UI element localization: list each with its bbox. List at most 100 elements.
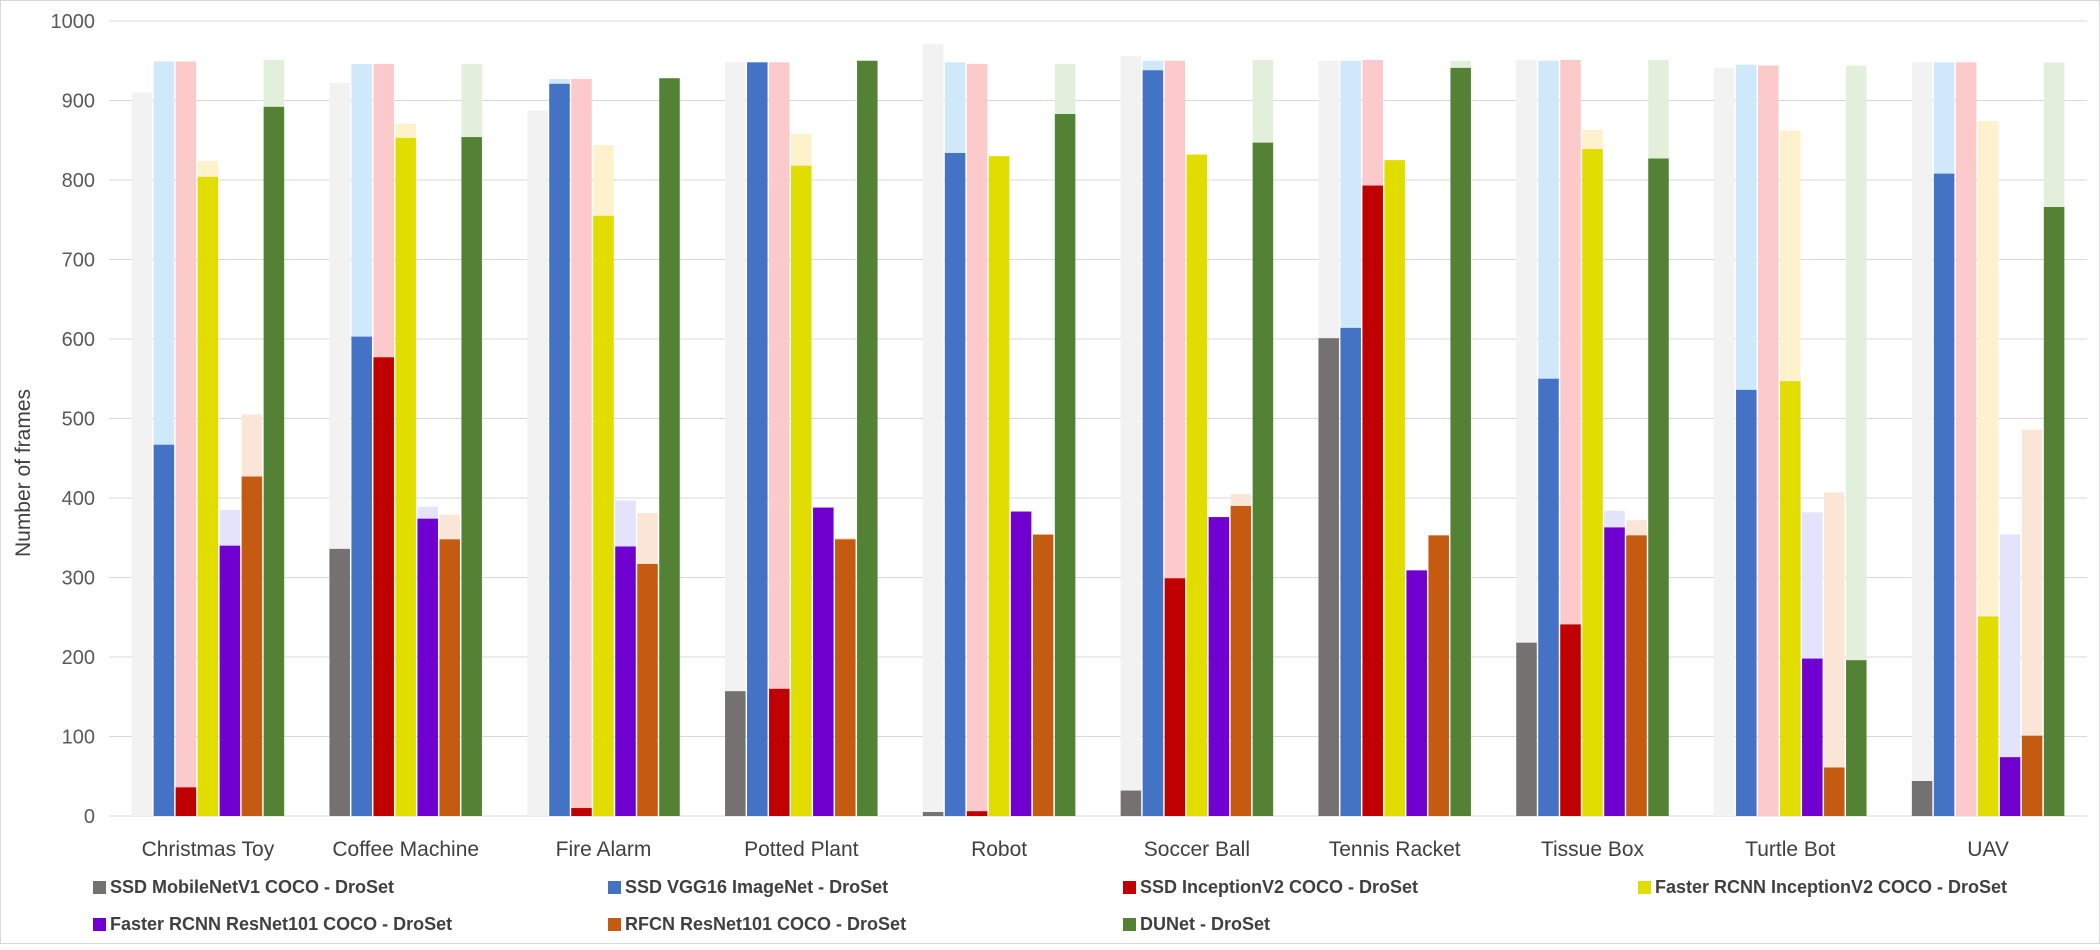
category-labels: Christmas Toy Coffee Machine Fire Alarm Pot…: [142, 838, 2009, 861]
bar: [1164, 578, 1186, 816]
bar: [615, 546, 636, 816]
bar-total: [527, 110, 548, 816]
bar: [1802, 658, 1823, 816]
bar: [725, 691, 746, 816]
y-tick-labels: 0 100 200 300 400 500 600 700 800 900 1000: [51, 11, 96, 828]
category-label: Coffee Machine: [332, 838, 479, 861]
y-tick-label: 500: [62, 409, 95, 431]
bar: [1824, 767, 1845, 816]
bar-total: [1120, 55, 1142, 817]
category-label: Christmas Toy: [142, 838, 275, 861]
y-tick-label: 400: [62, 488, 95, 510]
bar: [1208, 517, 1230, 816]
bar: [417, 518, 438, 816]
bar: [769, 688, 790, 816]
bar: [175, 787, 197, 816]
y-axis-title: Number of frames: [12, 389, 35, 557]
bar: [1032, 534, 1054, 816]
category-label: Tissue Box: [1541, 838, 1645, 861]
bar: [1560, 624, 1581, 816]
bar-total: [725, 62, 746, 816]
bar: [593, 215, 614, 816]
bar: [1010, 511, 1032, 816]
legend-swatch: [93, 881, 106, 894]
bar: [944, 152, 966, 817]
legend-swatch: [608, 881, 621, 894]
bar: [549, 83, 570, 817]
bar: [1340, 327, 1361, 816]
bar: [1933, 173, 1955, 816]
legend-swatch: [1123, 918, 1136, 931]
bar: [1054, 114, 1076, 816]
bar: [857, 60, 878, 816]
bar: [1780, 381, 1801, 816]
legend-item: Faster RCNN ResNet101 COCO - DroSet: [93, 914, 452, 934]
bar-total: [2021, 429, 2043, 816]
bar: [219, 545, 241, 816]
category-label: Potted Plant: [744, 838, 859, 861]
bar: [241, 476, 263, 816]
legend-item: RFCN ResNet101 COCO - DroSet: [608, 914, 906, 934]
legend-swatch: [608, 918, 621, 931]
bar-total: [571, 79, 592, 816]
bar: [1428, 535, 1449, 816]
bar: [197, 176, 219, 816]
category-label: Fire Alarm: [556, 838, 652, 861]
bar: [1736, 389, 1757, 816]
bar: [153, 444, 175, 816]
bar-total: [175, 61, 197, 817]
category-label: UAV: [1967, 838, 2009, 861]
y-tick-label: 900: [62, 91, 95, 113]
bar: [1186, 154, 1208, 816]
bar: [1626, 535, 1647, 816]
bar: [1911, 781, 1933, 816]
bar: [1977, 616, 1999, 816]
bars: [131, 44, 2065, 817]
bar-total: [1714, 67, 1735, 816]
bar-total: [1824, 492, 1845, 816]
bar: [1384, 160, 1405, 816]
bar: [395, 137, 416, 817]
bar: [1604, 527, 1625, 816]
category-label: Tennis Racket: [1329, 838, 1461, 861]
bar-total: [922, 44, 944, 817]
bar: [351, 336, 372, 816]
bar: [1846, 660, 1867, 816]
bar: [439, 539, 460, 816]
bar-total: [1999, 534, 2021, 816]
legend-label: RFCN ResNet101 COCO - DroSet: [625, 914, 906, 934]
bar: [791, 165, 812, 816]
category-label: Robot: [971, 838, 1027, 861]
bar: [835, 539, 856, 816]
bar: [1120, 790, 1142, 816]
bar: [966, 811, 988, 816]
y-tick-label: 800: [62, 170, 95, 192]
bar: [988, 156, 1010, 816]
bar-total: [966, 63, 988, 817]
y-tick-label: 600: [62, 329, 95, 351]
bar: [2021, 735, 2043, 816]
bar: [1999, 757, 2021, 816]
bar: [659, 78, 680, 817]
y-tick-label: 700: [62, 250, 95, 272]
bar-total: [1758, 65, 1779, 816]
legend-label: SSD MobileNetV1 COCO - DroSet: [110, 877, 394, 897]
y-tick-label: 300: [62, 568, 95, 590]
bar: [1252, 142, 1274, 816]
bar: [637, 563, 658, 816]
bar: [1318, 338, 1339, 816]
bar: [1648, 158, 1669, 816]
bar-total: [1911, 62, 1933, 816]
bar: [1538, 378, 1559, 816]
legend-label: Faster RCNN ResNet101 COCO - DroSet: [110, 914, 452, 934]
legend: SSD MobileNetV1 COCO - DroSet SSD VGG16 I…: [93, 877, 2007, 934]
legend-item: SSD VGG16 ImageNet - DroSet: [608, 877, 888, 897]
y-tick-label: 1000: [51, 11, 96, 33]
bar: [1142, 70, 1164, 817]
bar-total: [769, 62, 790, 816]
legend-swatch: [1123, 881, 1136, 894]
bar: [813, 507, 834, 816]
bar: [373, 357, 394, 816]
category-label: Turtle Bot: [1745, 838, 1835, 861]
bar: [1582, 148, 1603, 816]
